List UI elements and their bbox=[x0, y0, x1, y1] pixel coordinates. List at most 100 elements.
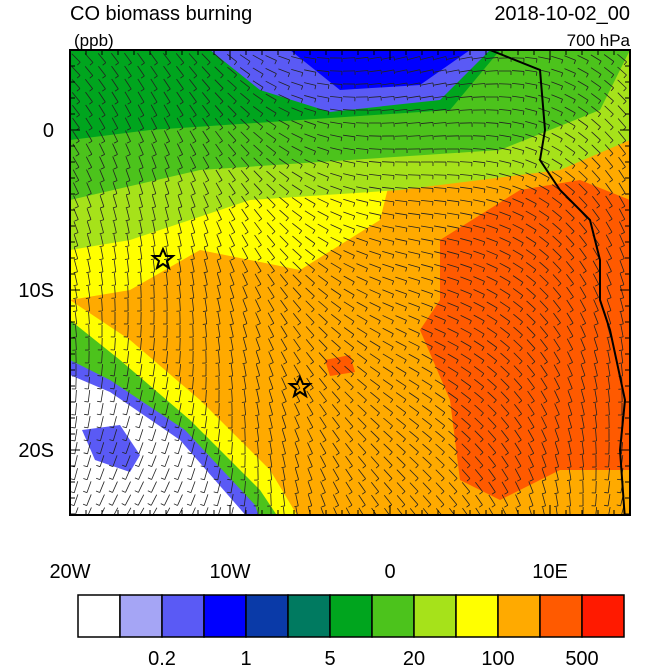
colorbar-box bbox=[371, 594, 415, 638]
barb-flag bbox=[469, 333, 472, 338]
barb bbox=[487, 443, 497, 453]
barb bbox=[113, 247, 117, 259]
barb-flag bbox=[134, 503, 139, 506]
barb-flag bbox=[174, 439, 179, 442]
barb bbox=[539, 261, 549, 271]
barb-flag bbox=[284, 257, 289, 261]
barb-flag bbox=[471, 56, 474, 61]
barb bbox=[204, 273, 208, 285]
barb bbox=[165, 416, 169, 428]
barb-flag bbox=[403, 399, 407, 403]
barb-flag bbox=[533, 269, 537, 274]
barb bbox=[201, 53, 211, 63]
barb-flag bbox=[255, 414, 260, 417]
barb bbox=[459, 82, 473, 86]
barb bbox=[565, 209, 575, 219]
barb-flag bbox=[72, 323, 77, 325]
barb bbox=[604, 67, 614, 75]
barb-flag bbox=[419, 96, 421, 101]
barb-flag bbox=[322, 452, 327, 456]
barb-flag bbox=[220, 74, 224, 79]
barb-flag bbox=[339, 189, 343, 194]
barb-flag bbox=[404, 333, 407, 338]
barb bbox=[72, 104, 80, 116]
barb-flag bbox=[176, 284, 181, 286]
barb bbox=[446, 174, 460, 176]
barb bbox=[307, 468, 313, 480]
barb bbox=[266, 183, 276, 193]
barb bbox=[420, 187, 434, 189]
colorbar-box bbox=[203, 594, 247, 638]
barb bbox=[605, 208, 613, 220]
barb bbox=[240, 170, 250, 180]
barb bbox=[291, 184, 303, 192]
barb-flag bbox=[192, 127, 197, 131]
barb bbox=[552, 235, 562, 245]
barb-flag bbox=[580, 388, 585, 391]
barb bbox=[565, 248, 575, 258]
barb-flag bbox=[138, 206, 143, 209]
barb bbox=[407, 199, 421, 203]
barb-flag bbox=[509, 176, 512, 181]
barb-flag bbox=[348, 491, 353, 495]
barb-flag bbox=[274, 73, 277, 78]
barb-flag bbox=[141, 62, 145, 66]
barb bbox=[164, 442, 170, 454]
barb bbox=[564, 55, 576, 61]
barb bbox=[98, 78, 106, 90]
barb-flag bbox=[535, 98, 538, 103]
barb-flag bbox=[391, 307, 394, 312]
barb-flag bbox=[246, 139, 250, 144]
barb bbox=[240, 157, 250, 167]
barb-flag bbox=[217, 219, 222, 222]
barb bbox=[540, 416, 548, 428]
barb-flag bbox=[203, 271, 208, 274]
barb-flag bbox=[281, 427, 287, 430]
barb bbox=[475, 481, 483, 493]
barb-flag bbox=[430, 293, 434, 298]
barb bbox=[150, 494, 158, 506]
barb-flag bbox=[429, 385, 433, 390]
barb-flag bbox=[518, 374, 523, 378]
barb-flag bbox=[531, 374, 535, 378]
barb-flag bbox=[122, 426, 127, 429]
barb bbox=[256, 377, 260, 389]
barb bbox=[217, 325, 221, 337]
barb bbox=[578, 132, 588, 140]
barb bbox=[541, 429, 547, 441]
barb bbox=[304, 184, 316, 192]
barb bbox=[329, 83, 343, 85]
barb-flag bbox=[366, 162, 369, 167]
barb bbox=[343, 147, 355, 151]
barb-flag bbox=[308, 519, 312, 520]
colorbar-box bbox=[287, 594, 331, 638]
barb-flag bbox=[326, 203, 329, 208]
barb bbox=[526, 274, 536, 284]
barb-flag bbox=[389, 451, 393, 456]
barb-flag bbox=[378, 281, 381, 286]
barb-flag bbox=[375, 518, 378, 520]
barb bbox=[332, 455, 340, 467]
barb bbox=[101, 363, 103, 377]
barb bbox=[98, 65, 106, 77]
barb-flag bbox=[75, 179, 79, 183]
barb bbox=[227, 105, 237, 115]
barb-flag bbox=[99, 232, 104, 235]
barb bbox=[528, 507, 533, 515]
barb bbox=[526, 326, 536, 336]
barb bbox=[525, 69, 537, 73]
barb-flag bbox=[176, 271, 182, 273]
barb bbox=[564, 106, 576, 114]
barb-flag bbox=[567, 414, 573, 417]
barb bbox=[619, 260, 625, 272]
barb bbox=[551, 132, 563, 140]
barb bbox=[228, 208, 236, 220]
barb bbox=[204, 311, 208, 325]
barb-flag bbox=[89, 88, 93, 92]
barb bbox=[608, 454, 610, 468]
barb-flag bbox=[241, 401, 246, 403]
barb bbox=[124, 494, 132, 506]
barb bbox=[191, 507, 196, 515]
barb bbox=[447, 302, 459, 308]
barb-flag bbox=[217, 258, 222, 261]
